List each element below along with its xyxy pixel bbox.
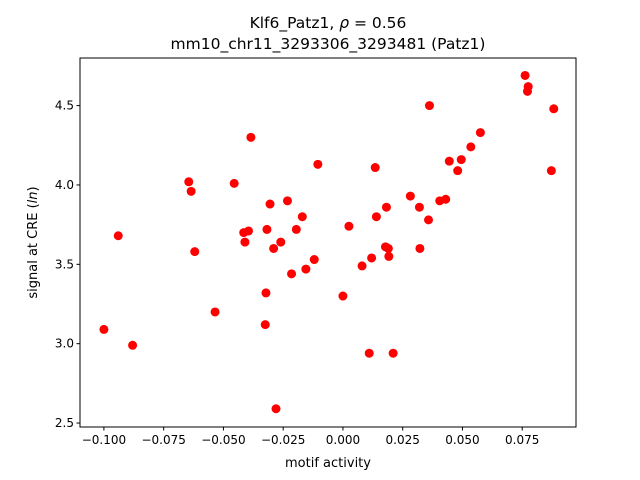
x-tick-label-4: 0.000 bbox=[326, 433, 360, 447]
data-point-3 bbox=[184, 177, 194, 187]
chart-title-line2: mm10_chr11_3293306_3293481 (Patz1) bbox=[171, 35, 486, 54]
data-point-24 bbox=[309, 255, 319, 265]
data-point-32 bbox=[371, 212, 381, 222]
data-point-6 bbox=[210, 307, 220, 317]
x-tick-label-6: 0.050 bbox=[445, 433, 479, 447]
data-point-42 bbox=[424, 101, 434, 111]
data-point-53 bbox=[546, 166, 556, 176]
x-tick-label-3: −0.025 bbox=[261, 433, 305, 447]
data-point-41 bbox=[424, 215, 434, 225]
x-axis-label: motif activity bbox=[285, 456, 371, 471]
data-point-48 bbox=[466, 142, 476, 152]
data-point-49 bbox=[475, 128, 485, 138]
y-axis: 2.5 3.0 3.5 4.0 4.5 bbox=[55, 99, 80, 430]
data-point-0 bbox=[99, 324, 109, 334]
x-tick-label-0: −0.100 bbox=[82, 433, 126, 447]
data-point-35 bbox=[383, 243, 393, 253]
data-point-12 bbox=[260, 320, 270, 330]
x-tick-label-1: −0.075 bbox=[141, 433, 185, 447]
y-tick-label-3: 4.0 bbox=[55, 178, 74, 192]
data-point-26 bbox=[338, 291, 348, 301]
data-point-7 bbox=[229, 178, 239, 188]
axes-frame bbox=[79, 57, 577, 428]
x-tick-label-2: −0.050 bbox=[201, 433, 245, 447]
y-tick-label-4: 4.5 bbox=[55, 99, 74, 113]
data-point-44 bbox=[441, 194, 451, 204]
data-point-14 bbox=[262, 224, 272, 234]
y-tick-label-2: 3.5 bbox=[55, 257, 74, 271]
data-point-31 bbox=[370, 163, 380, 173]
plot-area bbox=[99, 70, 559, 414]
data-point-25 bbox=[313, 159, 323, 169]
data-point-47 bbox=[456, 155, 466, 165]
data-point-13 bbox=[261, 288, 271, 298]
x-axis: −0.100 −0.075 −0.050 −0.025 0.000 0.025 0.050 0… bbox=[82, 427, 539, 447]
data-point-4 bbox=[186, 186, 196, 196]
data-point-46 bbox=[453, 166, 463, 176]
data-point-40 bbox=[415, 243, 425, 253]
data-point-22 bbox=[297, 212, 307, 222]
x-tick-label-7: 0.075 bbox=[505, 433, 539, 447]
data-point-20 bbox=[287, 269, 297, 279]
data-point-16 bbox=[269, 243, 279, 253]
data-point-15 bbox=[265, 199, 275, 209]
data-point-17 bbox=[271, 404, 281, 414]
data-point-21 bbox=[291, 224, 301, 234]
data-point-23 bbox=[301, 264, 311, 274]
data-point-39 bbox=[414, 202, 424, 212]
y-tick-label-1: 3.0 bbox=[55, 337, 74, 351]
data-point-29 bbox=[364, 348, 374, 358]
data-point-19 bbox=[282, 196, 292, 206]
data-point-54 bbox=[549, 104, 559, 114]
data-point-52 bbox=[523, 82, 533, 92]
data-point-10 bbox=[244, 226, 254, 236]
data-point-45 bbox=[444, 156, 454, 166]
data-point-50 bbox=[520, 70, 530, 80]
data-point-36 bbox=[384, 251, 394, 261]
y-axis-label: signal at CRE (ln) bbox=[26, 186, 41, 298]
data-point-27 bbox=[344, 221, 354, 231]
data-point-38 bbox=[405, 191, 415, 201]
data-point-28 bbox=[357, 261, 367, 271]
data-point-5 bbox=[190, 247, 200, 257]
data-point-34 bbox=[381, 202, 391, 212]
y-tick-label-0: 2.5 bbox=[55, 416, 74, 430]
data-point-2 bbox=[128, 340, 138, 350]
data-point-30 bbox=[367, 253, 377, 263]
data-point-11 bbox=[246, 132, 256, 142]
data-point-37 bbox=[388, 348, 398, 358]
data-point-18 bbox=[276, 237, 286, 247]
data-point-9 bbox=[240, 237, 250, 247]
data-point-1 bbox=[113, 231, 123, 241]
x-tick-label-5: 0.025 bbox=[386, 433, 420, 447]
chart-title-line1: Klf6_Patz1, ρ = 0.56 bbox=[250, 14, 407, 33]
